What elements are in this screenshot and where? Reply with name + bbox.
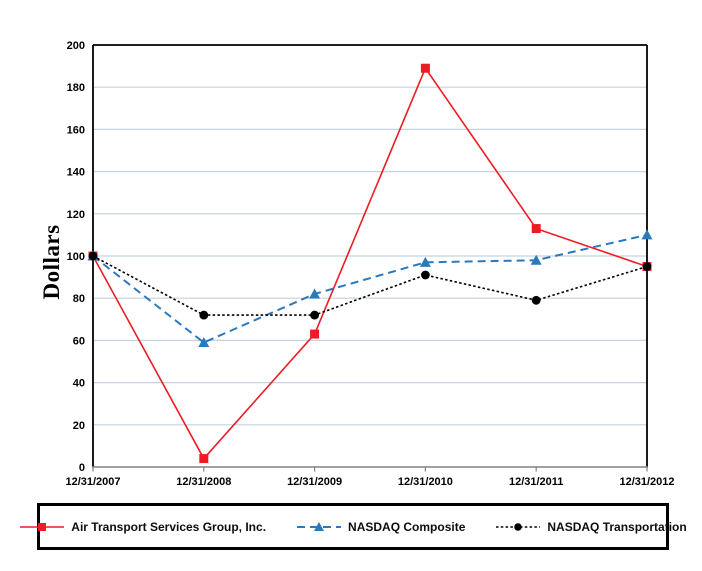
y-tick-label: 40 bbox=[73, 378, 85, 390]
x-tick-label: 12/31/2007 bbox=[65, 476, 120, 488]
data-point bbox=[310, 310, 319, 320]
x-tick-label: 12/31/2008 bbox=[176, 476, 231, 488]
series-line bbox=[92, 233, 648, 344]
y-tick-label: 60 bbox=[73, 335, 85, 347]
x-tick-label: 12/31/2009 bbox=[287, 476, 342, 488]
legend: Air Transport Services Group, Inc. NASDAQ… bbox=[20, 503, 687, 550]
legend-entry: NASDAQ Transportation bbox=[495, 519, 687, 534]
legend-label: Air Transport Services Group, Inc. bbox=[71, 519, 267, 534]
data-point bbox=[199, 454, 209, 464]
legend-entry: Air Transport Services Group, Inc. bbox=[19, 520, 266, 534]
x-tick-label: 12/31/2012 bbox=[619, 476, 674, 488]
legend-square-marker-icon bbox=[20, 522, 65, 531]
data-point bbox=[531, 295, 541, 305]
x-tick-label: 12/31/2011 bbox=[509, 476, 563, 488]
data-point bbox=[419, 256, 431, 267]
legend-triangle-marker-icon bbox=[297, 521, 342, 531]
y-axis-title: Dollars bbox=[39, 224, 64, 300]
data-point bbox=[530, 254, 542, 265]
data-point bbox=[641, 229, 653, 240]
data-point bbox=[309, 288, 321, 299]
series-line bbox=[92, 255, 648, 316]
y-tick-label: 0 bbox=[79, 462, 85, 474]
y-tick-label: 20 bbox=[73, 420, 85, 432]
y-tick-label: 180 bbox=[67, 82, 85, 94]
data-point bbox=[199, 310, 209, 320]
legend-circle-marker-icon bbox=[496, 522, 541, 531]
data-point bbox=[531, 224, 541, 234]
legend-entry: NASDAQ Composite bbox=[296, 520, 465, 534]
data-point bbox=[420, 63, 430, 73]
series-line bbox=[92, 66, 648, 460]
data-point bbox=[642, 262, 652, 271]
data-point bbox=[421, 270, 430, 280]
legend-label: NASDAQ Transportation bbox=[547, 519, 687, 534]
legend-label: NASDAQ Composite bbox=[348, 519, 466, 534]
data-point bbox=[88, 251, 98, 261]
y-tick-label: 140 bbox=[67, 167, 85, 179]
y-tick-label: 100 bbox=[67, 251, 85, 263]
data-point bbox=[310, 329, 320, 339]
y-tick-label: 160 bbox=[67, 124, 85, 136]
x-tick-label: 12/31/2010 bbox=[398, 476, 453, 488]
y-tick-label: 80 bbox=[73, 293, 85, 305]
data-point bbox=[198, 337, 210, 348]
y-tick-label: 120 bbox=[67, 209, 85, 221]
y-tick-label: 200 bbox=[67, 40, 85, 52]
